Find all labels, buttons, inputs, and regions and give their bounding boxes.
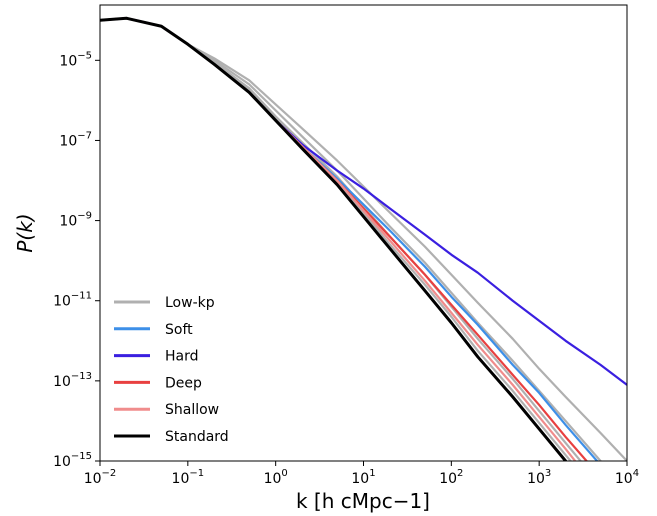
x-tick-label: 100 xyxy=(264,468,288,487)
legend-label: Soft xyxy=(165,322,193,338)
legend-label: Deep xyxy=(165,375,202,391)
x-tick-label: 103 xyxy=(527,468,551,487)
legend-label: Hard xyxy=(165,349,199,365)
y-tick-label: 10−13 xyxy=(53,371,92,390)
legend-label: Shallow xyxy=(165,402,219,418)
x-tick-label: 102 xyxy=(439,468,463,487)
x-axis-label: k [h cMpc−1] xyxy=(296,489,430,513)
series-line xyxy=(100,16,568,461)
legend-label: Low-kp xyxy=(165,295,215,311)
plot-lines xyxy=(100,16,627,461)
series-line xyxy=(100,17,627,461)
y-tick-label: 10−9 xyxy=(59,211,92,230)
x-tick-label: 104 xyxy=(615,468,639,487)
y-tick-label: 10−15 xyxy=(53,451,92,470)
y-axis-label: P(k) xyxy=(13,213,37,252)
y-tick-label: 10−7 xyxy=(59,130,92,149)
x-tick-label: 10−1 xyxy=(172,468,205,487)
legend-label: Standard xyxy=(165,429,229,445)
y-tick-label: 10−11 xyxy=(53,291,92,310)
x-tick-label: 101 xyxy=(351,468,375,487)
y-tick-label: 10−5 xyxy=(59,50,92,69)
plot-frame xyxy=(99,4,628,462)
x-tick-label: 10−2 xyxy=(84,468,117,487)
